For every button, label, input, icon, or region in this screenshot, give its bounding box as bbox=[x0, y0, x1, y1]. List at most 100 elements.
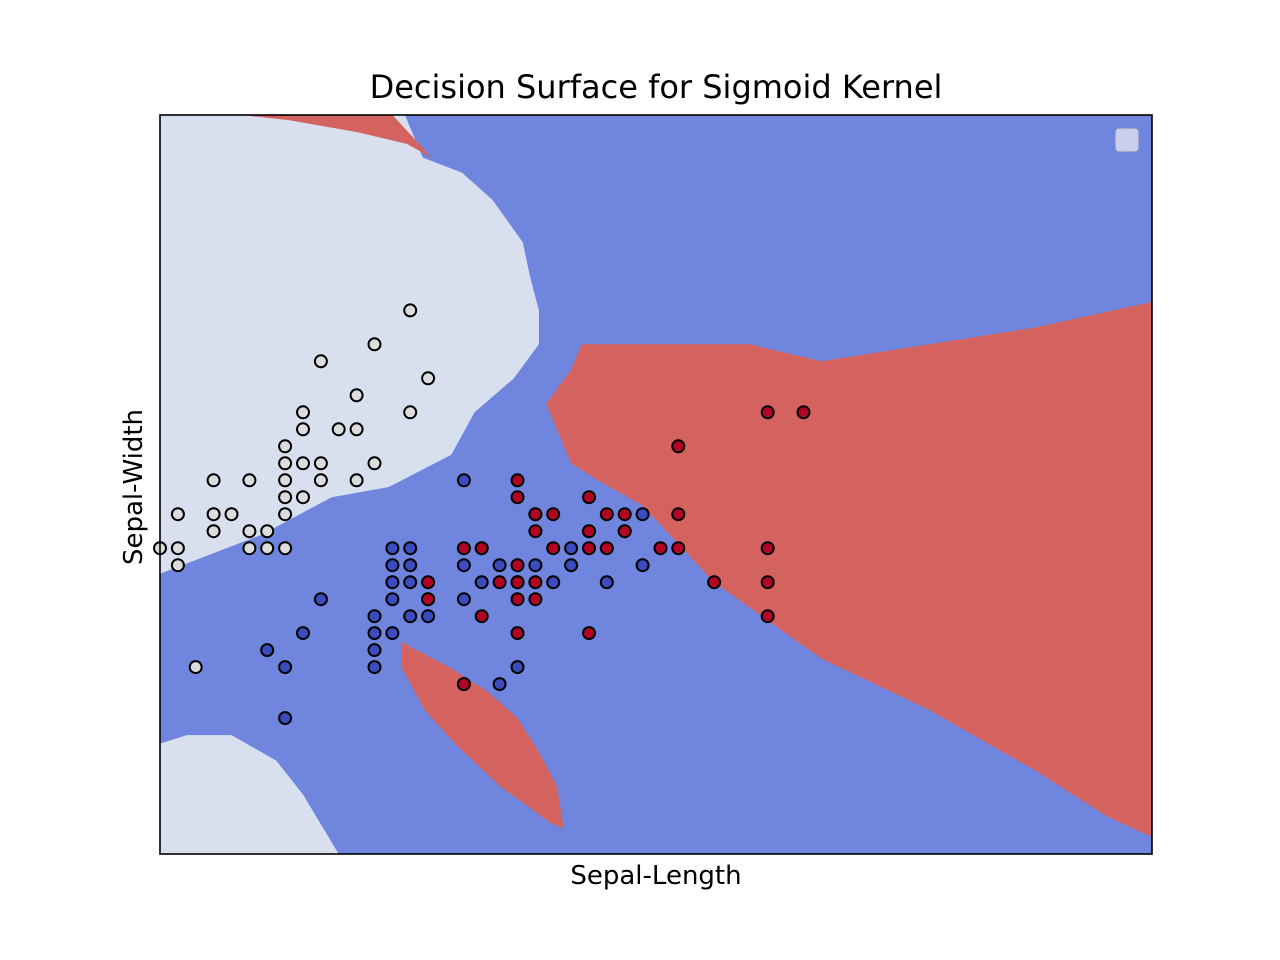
data-point-light-26 bbox=[313, 354, 328, 369]
data-point-light-35 bbox=[421, 371, 436, 386]
data-point-red-30 bbox=[671, 439, 686, 454]
data-point-red-14 bbox=[528, 575, 543, 590]
data-point-blue-27 bbox=[492, 558, 507, 573]
data-point-blue-16 bbox=[403, 558, 418, 573]
data-point-light-29 bbox=[349, 422, 364, 437]
data-point-blue-26 bbox=[492, 677, 507, 692]
data-point-blue-14 bbox=[403, 609, 418, 624]
data-point-blue-9 bbox=[385, 626, 400, 641]
data-point-blue-22 bbox=[456, 558, 471, 573]
data-point-red-19 bbox=[582, 626, 596, 641]
data-point-red-34 bbox=[760, 541, 775, 556]
decision-region-red-2 bbox=[546, 301, 1152, 837]
data-point-red-12 bbox=[510, 473, 525, 488]
data-point-blue-0 bbox=[260, 643, 275, 658]
data-point-light-18 bbox=[278, 456, 293, 471]
data-point-red-16 bbox=[528, 507, 543, 522]
data-point-red-33 bbox=[760, 575, 775, 590]
data-point-light-1 bbox=[170, 541, 185, 556]
data-point-light-0 bbox=[170, 558, 185, 573]
decision-region-light-3 bbox=[160, 735, 339, 854]
data-point-red-20 bbox=[582, 541, 596, 556]
decision-region-light-0 bbox=[160, 115, 539, 574]
data-point-light-10 bbox=[242, 524, 257, 539]
data-point-blue-32 bbox=[546, 575, 561, 590]
data-point-blue-5 bbox=[367, 660, 382, 675]
data-point-blue-17 bbox=[403, 541, 418, 556]
data-point-red-36 bbox=[796, 405, 811, 420]
data-point-light-7 bbox=[206, 473, 221, 488]
data-point-red-26 bbox=[617, 507, 632, 522]
data-point-light-19 bbox=[278, 439, 293, 454]
data-point-red-3 bbox=[456, 677, 471, 692]
data-point-light-30 bbox=[349, 388, 364, 403]
data-point-blue-38 bbox=[635, 558, 650, 573]
data-point-blue-12 bbox=[385, 558, 400, 573]
data-point-light-34 bbox=[403, 303, 418, 318]
data-point-blue-36 bbox=[599, 575, 614, 590]
data-point-red-24 bbox=[599, 507, 614, 522]
data-point-blue-23 bbox=[456, 473, 471, 488]
data-point-blue-7 bbox=[367, 626, 382, 641]
data-point-blue-8 bbox=[367, 609, 382, 624]
data-point-light-5 bbox=[206, 524, 221, 539]
data-point-light-21 bbox=[296, 456, 310, 471]
data-point-light-12 bbox=[260, 541, 275, 556]
data-point-red-10 bbox=[510, 558, 525, 573]
data-point-light-11 bbox=[242, 473, 257, 488]
axes-frame bbox=[159, 114, 1153, 855]
data-point-blue-13 bbox=[385, 541, 400, 556]
data-point-light-8 bbox=[224, 507, 239, 522]
data-point-light-33 bbox=[403, 405, 418, 420]
data-point-blue-3 bbox=[296, 626, 310, 641]
data-point-light-31 bbox=[367, 456, 382, 471]
data-point-light-6 bbox=[206, 507, 221, 522]
data-point-blue-39 bbox=[635, 507, 650, 522]
data-point-red-23 bbox=[599, 541, 614, 556]
data-point-light-4 bbox=[188, 660, 203, 675]
data-point-light-16 bbox=[278, 490, 293, 505]
data-point-light-14 bbox=[278, 541, 293, 556]
data-point-blue-2 bbox=[278, 660, 293, 675]
data-point-blue-4 bbox=[313, 592, 328, 607]
data-point-light-15 bbox=[278, 507, 293, 522]
data-point-light-17 bbox=[278, 473, 293, 488]
decision-region-red-1 bbox=[240, 115, 432, 158]
data-point-light-9 bbox=[242, 541, 257, 556]
data-point-red-7 bbox=[510, 626, 525, 641]
data-point-red-6 bbox=[492, 575, 507, 590]
y-axis-label: Sepal-Width bbox=[119, 408, 149, 566]
data-point-light-23 bbox=[296, 405, 310, 420]
data-point-red-2 bbox=[456, 541, 471, 556]
data-point-blue-34 bbox=[564, 541, 579, 556]
data-point-red-0 bbox=[421, 592, 436, 607]
data-point-red-9 bbox=[510, 575, 525, 590]
data-point-red-27 bbox=[653, 541, 668, 556]
data-point-light-13 bbox=[260, 524, 275, 539]
data-point-light-20 bbox=[296, 490, 310, 505]
decision-region-red-4 bbox=[401, 641, 564, 829]
data-point-blue-6 bbox=[367, 643, 382, 658]
scatter-points bbox=[153, 303, 811, 726]
data-point-red-21 bbox=[582, 524, 596, 539]
data-point-red-1 bbox=[421, 575, 436, 590]
data-point-blue-24 bbox=[474, 575, 489, 590]
legend-box bbox=[1115, 128, 1139, 152]
data-point-blue-18 bbox=[421, 609, 436, 624]
data-point-light-32 bbox=[367, 337, 382, 352]
data-point-light-25 bbox=[313, 456, 328, 471]
data-point-red-32 bbox=[760, 609, 775, 624]
chart-title: Decision Surface for Sigmoid Kernel bbox=[369, 68, 943, 106]
data-point-red-15 bbox=[528, 524, 543, 539]
x-axis-label: Sepal-Length bbox=[570, 861, 742, 891]
data-point-blue-11 bbox=[385, 575, 400, 590]
data-point-red-29 bbox=[671, 507, 686, 522]
data-point-red-11 bbox=[510, 490, 525, 505]
data-point-red-17 bbox=[546, 541, 561, 556]
data-point-red-28 bbox=[671, 541, 686, 556]
data-point-red-4 bbox=[474, 541, 489, 556]
data-point-red-31 bbox=[707, 575, 722, 590]
data-point-red-25 bbox=[617, 524, 632, 539]
